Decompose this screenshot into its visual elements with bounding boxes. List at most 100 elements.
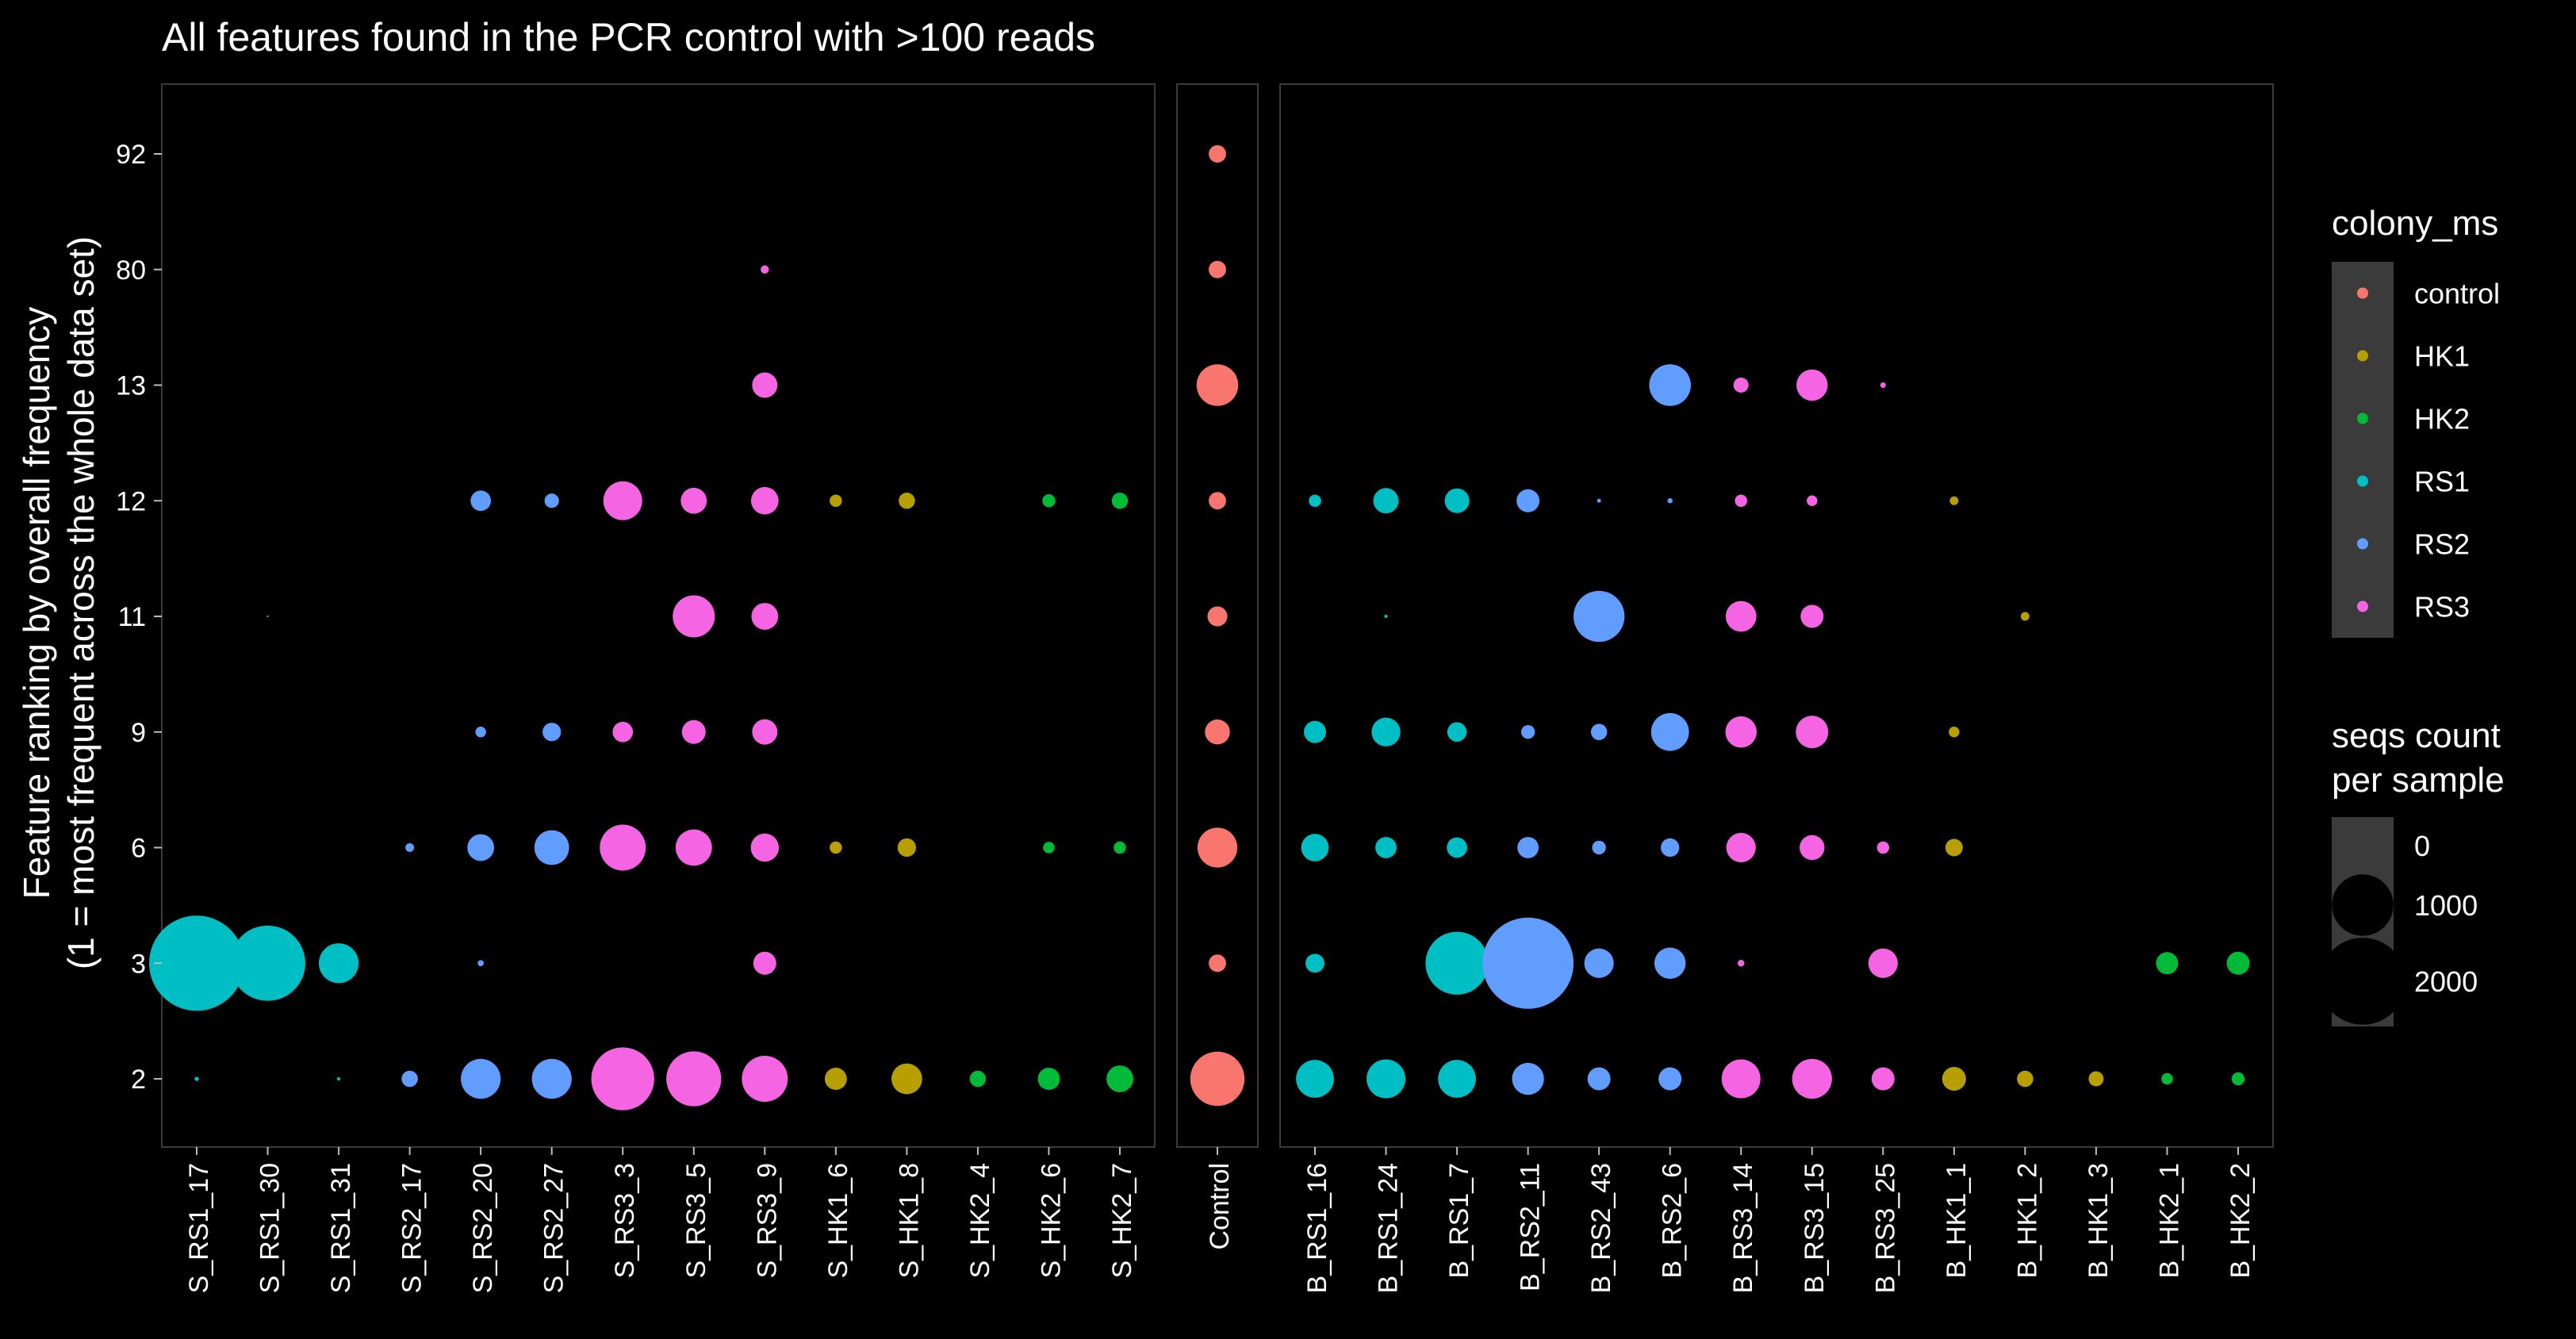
bubble-point — [603, 481, 642, 520]
x-tick-label: B_RS2_43 — [1586, 1163, 1616, 1293]
bubble-point — [891, 1063, 922, 1095]
bubble-point — [753, 951, 776, 975]
y-axis: 2 3 6 9 11 12 13 80 92 — [116, 140, 162, 1095]
size-legend-label: 1000 — [2414, 889, 2478, 922]
bubble-point — [1205, 719, 1230, 745]
bubble-point — [1209, 492, 1226, 510]
bubble-point — [1447, 722, 1467, 742]
bubble-point — [470, 490, 491, 512]
x-tick-label: S_RS3_5 — [681, 1163, 711, 1279]
bubble-point — [1587, 1067, 1611, 1091]
bubble-point — [477, 960, 485, 967]
bubble-point — [1649, 364, 1691, 406]
bubble-point — [1043, 842, 1055, 854]
bubble-point — [1438, 1060, 1476, 1098]
bubble-point — [1207, 606, 1228, 627]
bubble-point — [2156, 952, 2179, 975]
x-tick-label: S_RS3_3 — [610, 1163, 640, 1279]
bubble-point — [1106, 1065, 1133, 1092]
bubble-point — [1658, 1067, 1682, 1091]
bubble-point — [1516, 489, 1540, 512]
bubble-point — [1384, 614, 1388, 619]
bubble-point — [600, 824, 646, 871]
bubble-point — [194, 1076, 199, 1081]
legend-label-RS1: RS1 — [2414, 466, 2470, 498]
y-axis-title-line-2: (1 = most frequent across the whole data… — [60, 236, 102, 969]
bubble-point — [1667, 498, 1673, 504]
bubble-point — [467, 834, 495, 861]
bubbles — [149, 145, 2250, 1111]
legend-label-RS2: RS2 — [2414, 528, 2470, 561]
size-legend-title-line-2: per sample — [2332, 761, 2505, 800]
legend-label-HK1: HK1 — [2414, 340, 2470, 373]
x-tick-label: B_HK2_2 — [2225, 1163, 2256, 1279]
panel-control: Control — [1176, 83, 1259, 1250]
bubble-point — [405, 843, 415, 852]
y-tick-label: 6 — [131, 834, 146, 864]
x-tick-label: Control — [1205, 1163, 1235, 1250]
bubble-point — [1650, 712, 1689, 751]
bubble-point — [1037, 1068, 1060, 1090]
x-tick-label: B_RS3_14 — [1728, 1163, 1758, 1293]
panel-samples-s: S_RS1_17 S_RS1_30 S_RS1_31 S_RS2_17 S_RS2_20… — [161, 83, 1156, 1293]
bubble-point — [1726, 832, 1756, 863]
size-legend-title-line-1: seqs count — [2332, 716, 2501, 755]
x-tick-label: S_RS2_27 — [539, 1163, 569, 1293]
bubble-point — [1654, 947, 1686, 979]
bubble-point — [1733, 378, 1749, 393]
bubble-point — [673, 595, 715, 638]
bubble-point — [1573, 590, 1625, 643]
bubble-point — [266, 615, 269, 618]
x-tick-label: B_RS1_16 — [1302, 1163, 1332, 1293]
y-tick-label: 92 — [116, 140, 146, 170]
legend-swatch-RS2 — [2357, 538, 2368, 550]
color-legend-keys: control HK1 HK2 RS1 RS2 RS3 — [2332, 262, 2500, 638]
bubble-point — [1309, 494, 1321, 507]
bubble-point — [2161, 1072, 2173, 1085]
bubble-point — [149, 915, 244, 1011]
x-tick-label: B_RS3_15 — [1800, 1163, 1830, 1293]
legend-label-control: control — [2414, 278, 2500, 310]
x-tick-label: B_RS3_25 — [1870, 1163, 1900, 1293]
bubble-point — [1807, 495, 1818, 506]
bubble-point — [542, 723, 562, 742]
y-tick-label: 2 — [131, 1065, 146, 1095]
bubble-point — [1114, 841, 1126, 854]
size-legend-swatch — [2332, 874, 2394, 936]
bubble-point — [1725, 716, 1757, 748]
bubble-point — [1375, 837, 1397, 858]
y-tick-label: 9 — [131, 718, 146, 748]
bubble-point — [1876, 841, 1890, 854]
chart-title: All features found in the PCR control wi… — [162, 15, 1095, 59]
bubble-point — [230, 925, 305, 1001]
plot-panels: S_RS1_17 S_RS1_30 S_RS1_31 S_RS2_17 S_RS2_20… — [149, 83, 2274, 1293]
bubble-point — [534, 830, 569, 865]
bubble-point — [1482, 917, 1574, 1009]
legend: colony_ms control HK1 HK2 RS1 RS2 RS3 seqs co… — [2319, 204, 2505, 1026]
x-tick-label: S_RS3_9 — [752, 1163, 782, 1279]
bubble-point — [1949, 496, 1959, 505]
y-tick-label: 3 — [131, 949, 146, 979]
bubble-point — [1196, 364, 1239, 406]
bubble-point — [750, 486, 779, 515]
bubble-point — [2020, 612, 2030, 621]
bubble-point — [1868, 948, 1898, 978]
bubble-point — [591, 1047, 654, 1111]
bubble-point — [899, 493, 915, 509]
legend-swatch-RS3 — [2357, 600, 2368, 612]
bubble-point — [681, 719, 706, 744]
bubble-point — [2226, 951, 2250, 975]
bubble-point — [1800, 604, 1824, 628]
bubble-point — [1301, 834, 1329, 861]
bubble-point — [612, 721, 634, 742]
bubble-point — [1661, 838, 1680, 857]
bubble-point — [475, 727, 486, 738]
x-tick-label: S_HK1_6 — [823, 1163, 853, 1279]
bubble-point — [336, 1076, 341, 1081]
x-tick-label: B_RS2_6 — [1658, 1163, 1688, 1279]
bubble-point — [1949, 727, 1960, 738]
bubble-point — [1190, 1051, 1245, 1107]
bubble-point — [461, 1058, 501, 1099]
